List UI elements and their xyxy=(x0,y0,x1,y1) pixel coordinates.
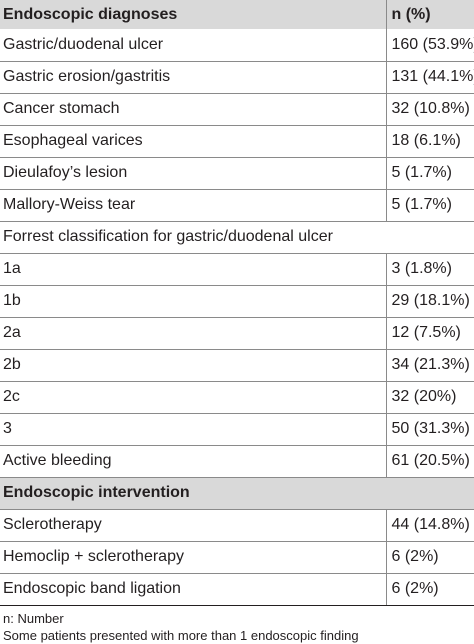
table-row: Esophageal varices 18 (6.1%) xyxy=(0,125,474,158)
table-row: 2a 12 (7.5%) xyxy=(0,317,474,350)
forrest-subheading-row: Forrest classification for gastric/duode… xyxy=(0,221,474,254)
footnote-multiple-findings: Some patients presented with more than 1… xyxy=(3,627,359,643)
row-label: Endoscopic band ligation xyxy=(0,573,386,606)
row-value: 5 (1.7%) xyxy=(385,189,474,222)
row-label: Gastric erosion/gastritis xyxy=(0,61,386,94)
table-row: Sclerotherapy 44 (14.8%) xyxy=(0,509,474,542)
footnote-abbreviation: n: Number xyxy=(3,610,64,626)
row-value: 12 (7.5%) xyxy=(385,317,474,350)
table-header-row: Endoscopic diagnoses n (%) xyxy=(0,0,474,29)
table-row: Hemoclip + sclerotherapy 6 (2%) xyxy=(0,541,474,574)
row-value: 32 (10.8%) xyxy=(385,93,474,126)
table-row: 2b 34 (21.3%) xyxy=(0,349,474,382)
row-value: 131 (44.1%) xyxy=(385,61,474,94)
row-value: 34 (21.3%) xyxy=(385,349,474,382)
forrest-subheading: Forrest classification for gastric/duode… xyxy=(0,221,474,254)
row-label: Sclerotherapy xyxy=(0,509,386,542)
row-value: 61 (20.5%) xyxy=(385,445,474,478)
table-row: 1b 29 (18.1%) xyxy=(0,285,474,318)
table-row: 3 50 (31.3%) xyxy=(0,413,474,446)
row-label: 3 xyxy=(0,413,386,446)
row-value: 29 (18.1%) xyxy=(385,285,474,318)
row-value: 6 (2%) xyxy=(385,573,474,606)
table-row: Active bleeding 61 (20.5%) xyxy=(0,445,474,478)
row-label: Cancer stomach xyxy=(0,93,386,126)
row-value: 50 (31.3%) xyxy=(385,413,474,446)
row-label: Active bleeding xyxy=(0,445,386,478)
row-value: 3 (1.8%) xyxy=(385,253,474,286)
row-label: 2c xyxy=(0,381,386,414)
row-label: Esophageal varices xyxy=(0,125,386,158)
row-label: 2b xyxy=(0,349,386,382)
row-value: 5 (1.7%) xyxy=(385,157,474,190)
table-row: Cancer stomach 32 (10.8%) xyxy=(0,93,474,126)
table-row: Dieulafoy’s lesion 5 (1.7%) xyxy=(0,157,474,190)
table-row: Gastric/duodenal ulcer 160 (53.9%) xyxy=(0,29,474,62)
row-value: 44 (14.8%) xyxy=(385,509,474,542)
table-row: Endoscopic band ligation 6 (2%) xyxy=(0,573,474,606)
table-footnotes: n: Number Some patients presented with m… xyxy=(0,606,474,644)
row-value: 160 (53.9%) xyxy=(385,29,474,62)
intervention-section-row: Endoscopic intervention xyxy=(0,477,474,510)
findings-table-container: Endoscopic diagnoses n (%) Gastric/duode… xyxy=(0,0,474,606)
header-n-percent: n (%) xyxy=(385,0,474,29)
row-value: 18 (6.1%) xyxy=(385,125,474,158)
row-label: 2a xyxy=(0,317,386,350)
table-row: Mallory-Weiss tear 5 (1.7%) xyxy=(0,189,474,222)
intervention-heading: Endoscopic intervention xyxy=(0,477,474,510)
row-label: 1b xyxy=(0,285,386,318)
row-value: 6 (2%) xyxy=(385,541,474,574)
row-value: 32 (20%) xyxy=(385,381,474,414)
table-row: 2c 32 (20%) xyxy=(0,381,474,414)
row-label: Mallory-Weiss tear xyxy=(0,189,386,222)
row-label: Dieulafoy’s lesion xyxy=(0,157,386,190)
row-label: 1a xyxy=(0,253,386,286)
table-row: Gastric erosion/gastritis 131 (44.1%) xyxy=(0,61,474,94)
table-row: 1a 3 (1.8%) xyxy=(0,253,474,286)
row-label: Hemoclip + sclerotherapy xyxy=(0,541,386,574)
header-diagnoses: Endoscopic diagnoses xyxy=(0,0,386,29)
row-label: Gastric/duodenal ulcer xyxy=(0,29,386,62)
endoscopic-findings-table: Endoscopic diagnoses n (%) Gastric/duode… xyxy=(0,0,474,606)
